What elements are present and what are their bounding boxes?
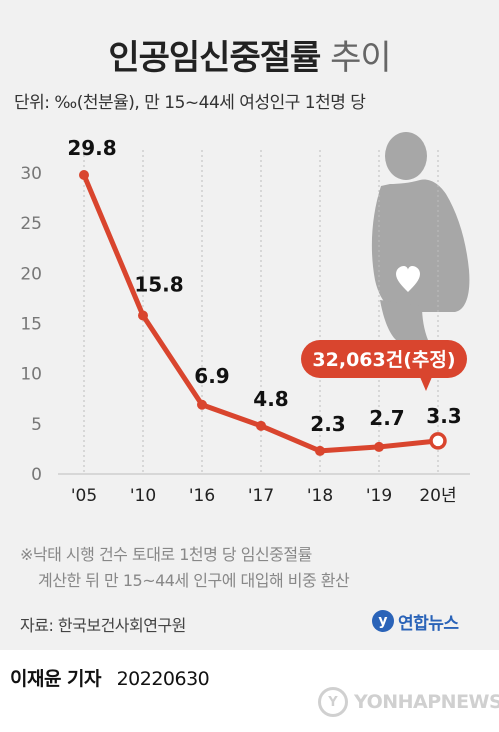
x-tick-label: '19: [366, 486, 392, 506]
data-series: [79, 170, 447, 456]
data-label: 2.3: [310, 412, 345, 436]
footnote-line2: 계산한 뒤 만 15~44세 인구에 대입해 비중 환산: [38, 571, 350, 590]
data-point: [197, 399, 207, 410]
watermark-text: YONHAPNEWS: [354, 691, 499, 713]
y-tick-label: 25: [20, 214, 42, 234]
data-point: [374, 441, 384, 452]
x-tick-label: '10: [130, 486, 156, 506]
watermark-icon: Y: [318, 687, 348, 717]
title-sub: 추이: [330, 38, 392, 78]
x-tick-label: '05: [71, 486, 97, 506]
callout-text: 32,063건(추정): [312, 349, 455, 371]
data-point: [315, 445, 325, 456]
x-tick-label: '16: [189, 486, 215, 506]
footnote: ※낙태 시행 건수 토대로 1천명 당 임신중절률 계산한 뒤 만 15~44세…: [20, 542, 480, 594]
byline: 이재윤 기자 20220630: [10, 664, 210, 691]
title-main: 인공임신중절률: [108, 38, 321, 78]
yonhap-logo-icon: y: [372, 610, 394, 632]
y-axis: 0 5 10 15 20 25 30: [20, 164, 470, 485]
y-tick-label: 30: [20, 164, 42, 184]
yonhap-logo: y 연합뉴스: [372, 608, 459, 634]
yonhap-logo-text: 연합뉴스: [398, 613, 459, 634]
data-label: 4.8: [253, 387, 288, 411]
footnote-line1: ※낙태 시행 건수 토대로 1천명 당 임신중절률: [20, 545, 312, 564]
source-note: 자료: 한국보건사회연구원: [20, 616, 186, 635]
unit-note: 단위: ‰(천분율), 만 15~44세 여성인구 1천명 당: [14, 93, 366, 113]
line-chart: 0 5 10 15 20 25 30 '05 '10 '16 '17 '18 '19 20년 29.8 1…: [20, 132, 470, 506]
x-tick-label: '17: [248, 486, 274, 506]
x-axis: '05 '10 '16 '17 '18 '19 20년: [71, 486, 457, 506]
data-label: 29.8: [67, 136, 116, 160]
data-point: [429, 432, 447, 450]
data-point: [79, 170, 89, 181]
y-tick-label: 0: [31, 465, 42, 485]
x-tick-label: '18: [307, 486, 333, 506]
data-point: [256, 420, 266, 431]
publish-date: 20220630: [116, 668, 210, 690]
value-labels: 29.8 15.8 6.9 4.8 2.3 2.7 3.3: [67, 136, 461, 436]
data-label: 6.9: [194, 364, 229, 388]
callout: 32,063건(추정): [301, 340, 467, 391]
data-label: 15.8: [134, 272, 183, 296]
callout-bubble: [301, 340, 467, 378]
data-label: 2.7: [369, 406, 404, 430]
data-label: 3.3: [426, 404, 461, 428]
y-tick-label: 5: [31, 415, 42, 435]
x-tick-label: 20년: [419, 486, 456, 506]
yonhapnews-watermark: Y YONHAPNEWS: [318, 684, 499, 720]
data-point: [138, 310, 148, 321]
chart-title: 인공임신중절률 추이: [0, 30, 499, 79]
y-tick-label: 10: [20, 365, 42, 385]
y-tick-label: 20: [20, 264, 42, 284]
y-tick-label: 15: [20, 315, 42, 335]
pregnant-silhouette-icon: [371, 132, 470, 340]
callout-pointer: [420, 377, 432, 391]
reporter-name: 이재윤 기자: [10, 668, 102, 690]
